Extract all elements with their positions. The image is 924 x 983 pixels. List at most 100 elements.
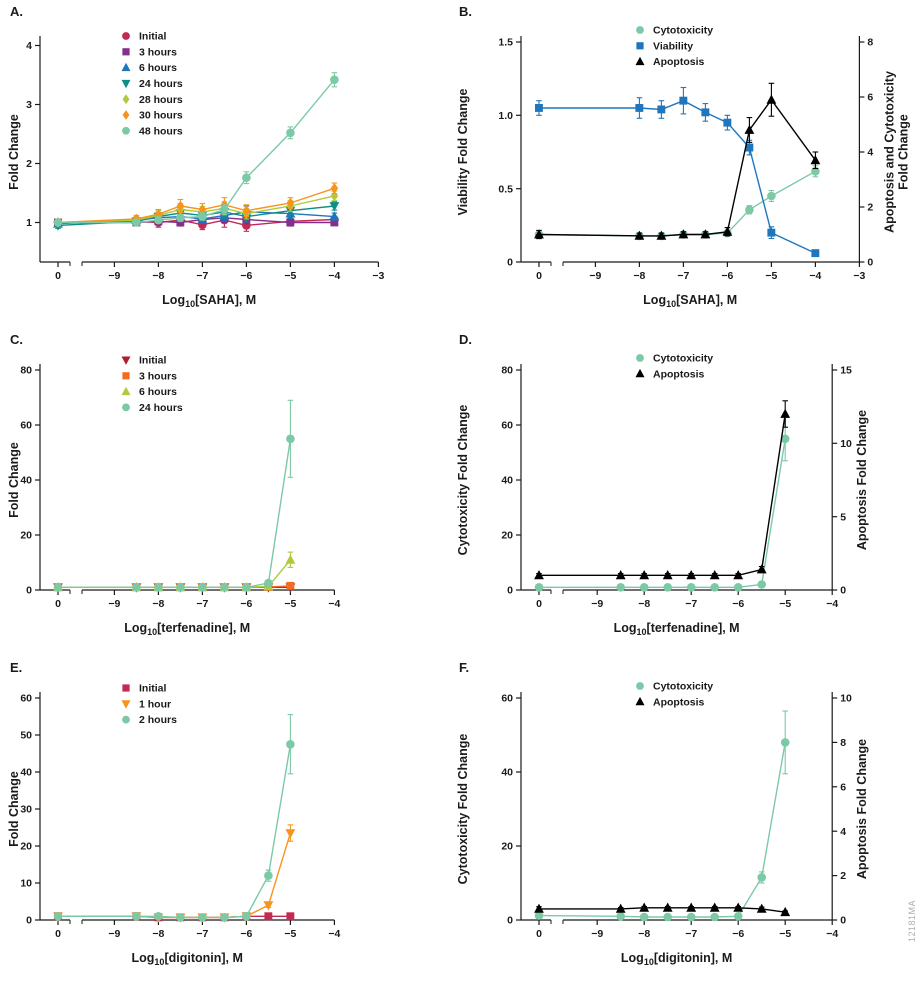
svg-text:1: 1: [26, 217, 32, 229]
svg-text:20: 20: [20, 530, 32, 542]
svg-text:4: 4: [26, 40, 32, 52]
svg-text:Fold Change: Fold Change: [7, 771, 21, 847]
svg-text:0: 0: [55, 598, 61, 610]
svg-text:28 hours: 28 hours: [139, 94, 183, 106]
svg-text:60: 60: [501, 420, 513, 432]
svg-text:0: 0: [507, 915, 513, 927]
svg-text:3 hours: 3 hours: [139, 370, 177, 382]
svg-text:−9: −9: [108, 270, 120, 282]
svg-text:−7: −7: [196, 928, 208, 940]
svg-text:0: 0: [507, 585, 513, 597]
chart-canvas: 0 −9 −8 −7 −6 −5 −4 −3 1 2 3 4 Log10[SAHA], M Fold Ch…: [7, 31, 385, 309]
svg-text:Cytotoxicity: Cytotoxicity: [653, 25, 713, 37]
svg-text:60: 60: [501, 693, 513, 705]
panel-letter-b: B.: [459, 4, 472, 19]
svg-text:20: 20: [501, 530, 513, 542]
svg-text:0: 0: [867, 257, 873, 269]
chart-canvas: 0 −9 −8 −7 −6 −5 −4 0 20 40 60 80 Log10[terfenadine]…: [7, 355, 341, 637]
svg-text:Log10[digitonin], M: Log10[digitonin], M: [621, 951, 732, 967]
svg-text:−4: −4: [328, 598, 340, 610]
chart-d: 0 −9 −8 −7 −6 −5 −4 0 20 40 60 80 0 5 10 15 Log10[terfen…: [455, 330, 920, 648]
svg-text:40: 40: [20, 767, 32, 779]
panel-letter-e: E.: [10, 660, 23, 675]
svg-text:20: 20: [20, 841, 32, 853]
panel-letter-f: F.: [459, 660, 470, 675]
svg-text:Fold Change: Fold Change: [7, 114, 21, 190]
panel-f: F. 0 −9 −8 −7 −6 −5 −4 0 20 40 60 0 2 4 6 8 10 Log10[digi…: [455, 658, 920, 978]
svg-text:Fold Change: Fold Change: [7, 442, 21, 518]
chart-canvas: 0 −9 −8 −7 −6 −5 −4 −300.51.01.502468Log10[SAHA…: [456, 25, 910, 309]
panel-a: A. 0 −9 −8 −7 −6 −5 −4 −3 1 2 3 4 Log10[SAHA], M Fold…: [6, 2, 448, 320]
panel-e: E. 0 −9 −8 −7 −6 −5 −4 0 10 20 30 40 50 60 Log10[digit…: [6, 658, 448, 978]
svg-text:0: 0: [840, 915, 846, 927]
svg-text:−5: −5: [284, 270, 296, 282]
svg-text:0: 0: [840, 585, 846, 597]
svg-text:0: 0: [536, 270, 542, 282]
svg-text:0: 0: [536, 928, 542, 940]
svg-text:Initial: Initial: [139, 31, 167, 43]
svg-text:Apoptosis and Cytotoxicity: Apoptosis and Cytotoxicity: [882, 71, 896, 233]
svg-text:−4: −4: [826, 928, 838, 940]
svg-text:−8: −8: [152, 270, 164, 282]
svg-text:2 hours: 2 hours: [139, 714, 177, 726]
chart-canvas: 0 −9 −8 −7 −6 −5 −4020406080051015Log10[terfen…: [456, 353, 869, 637]
svg-text:15: 15: [840, 365, 852, 377]
svg-text:5: 5: [840, 511, 846, 523]
svg-text:−7: −7: [196, 598, 208, 610]
svg-text:0: 0: [507, 257, 513, 269]
svg-text:0: 0: [55, 270, 61, 282]
svg-text:4: 4: [867, 147, 873, 159]
svg-text:20: 20: [501, 841, 513, 853]
svg-text:Log10[SAHA], M: Log10[SAHA], M: [643, 293, 737, 309]
svg-text:30 hours: 30 hours: [139, 110, 183, 122]
svg-text:0: 0: [26, 915, 32, 927]
chart-e: 0 −9 −8 −7 −6 −5 −4 0 10 20 30 40 50 60 Log10[digitoni…: [6, 658, 448, 978]
svg-text:−8: −8: [638, 928, 650, 940]
svg-text:40: 40: [501, 475, 513, 487]
svg-text:−9: −9: [591, 928, 603, 940]
svg-text:−5: −5: [284, 598, 296, 610]
svg-text:0.5: 0.5: [498, 183, 513, 195]
svg-text:−5: −5: [765, 270, 777, 282]
svg-text:Apoptosis: Apoptosis: [653, 56, 704, 68]
svg-text:Cytotoxicity Fold Change: Cytotoxicity Fold Change: [456, 405, 470, 556]
svg-text:−6: −6: [732, 928, 744, 940]
svg-text:10: 10: [20, 878, 32, 890]
svg-text:4: 4: [840, 826, 846, 838]
svg-text:1 hour: 1 hour: [139, 698, 171, 710]
svg-text:6: 6: [840, 781, 846, 793]
panel-letter-d: D.: [459, 332, 472, 347]
svg-text:2: 2: [840, 870, 846, 882]
svg-text:−9: −9: [591, 598, 603, 610]
svg-text:−8: −8: [638, 598, 650, 610]
svg-text:60: 60: [20, 420, 32, 432]
svg-text:80: 80: [501, 365, 513, 377]
svg-text:−4: −4: [328, 928, 340, 940]
svg-text:0: 0: [536, 598, 542, 610]
panel-b: B. 0 −9 −8 −7 −6 −5 −4 −3 0 0.5 1.0 1.5 0 2 4 6 8 Log10[S…: [455, 2, 920, 320]
svg-text:−7: −7: [196, 270, 208, 282]
chart-f: 0 −9 −8 −7 −6 −5 −4 0 20 40 60 0 2 4 6 8 10 Log10[digiton…: [455, 658, 920, 978]
svg-text:10: 10: [840, 438, 852, 450]
svg-text:−6: −6: [721, 270, 733, 282]
svg-text:Apoptosis: Apoptosis: [653, 368, 704, 380]
svg-text:Viability Fold Change: Viability Fold Change: [456, 89, 470, 216]
svg-text:Viability: Viability: [653, 40, 693, 52]
svg-text:Apoptosis Fold Change: Apoptosis Fold Change: [855, 739, 869, 879]
svg-text:−8: −8: [152, 598, 164, 610]
svg-text:Log10[terfenadine], M: Log10[terfenadine], M: [614, 621, 740, 637]
svg-text:6 hours: 6 hours: [139, 62, 177, 74]
svg-text:−3: −3: [853, 270, 865, 282]
svg-text:−8: −8: [152, 928, 164, 940]
svg-text:80: 80: [20, 365, 32, 377]
svg-text:Apoptosis Fold Change: Apoptosis Fold Change: [855, 410, 869, 550]
svg-text:3 hours: 3 hours: [139, 46, 177, 58]
svg-text:1.5: 1.5: [498, 37, 513, 49]
panel-letter-c: C.: [10, 332, 23, 347]
svg-text:−5: −5: [779, 928, 791, 940]
svg-text:Initial: Initial: [139, 355, 167, 367]
svg-text:6: 6: [867, 92, 873, 104]
svg-text:−5: −5: [284, 928, 296, 940]
svg-text:−4: −4: [826, 598, 838, 610]
svg-text:Fold Change: Fold Change: [896, 114, 910, 190]
